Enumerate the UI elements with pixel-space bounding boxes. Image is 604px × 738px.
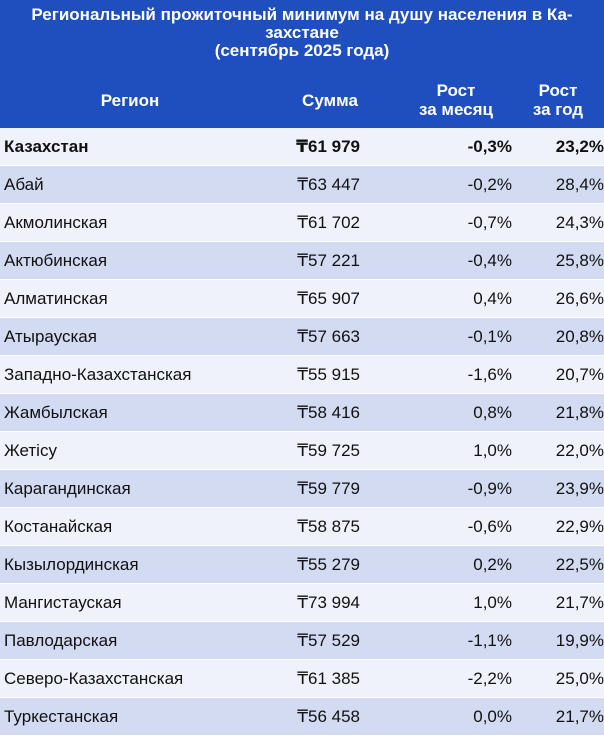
- year-growth-cell: 24,3%: [555, 212, 604, 232]
- region-cell: Жамбылская: [4, 402, 108, 422]
- region-cell: Павлодарская: [4, 630, 118, 650]
- month-growth-cell: -0,6%: [467, 516, 512, 536]
- column-header-year-growth: Рост за год: [532, 81, 584, 119]
- month-growth-cell: -0,2%: [467, 174, 512, 194]
- table-row: Мангистауская ₸73 994 1,0% 21,7%: [0, 584, 604, 622]
- table-row: Костанайская ₸58 875 -0,6% 22,9%: [0, 508, 604, 546]
- table-row: Жетісу ₸59 725 1,0% 22,0%: [0, 432, 604, 470]
- region-cell: Жетісу: [4, 440, 57, 460]
- year-growth-cell: 21,7%: [555, 706, 604, 726]
- month-growth-cell: 1,0%: [473, 592, 512, 612]
- year-growth-cell: 26,6%: [555, 288, 604, 308]
- year-growth-cell: 21,8%: [555, 402, 604, 422]
- region-cell: Атырауская: [4, 326, 97, 346]
- table-row: Кызылординская ₸55 279 0,2% 22,5%: [0, 546, 604, 584]
- column-header-sum: Сумма: [302, 90, 358, 110]
- table-header: Региональный прожиточный минимум на душу…: [0, 0, 604, 128]
- month-growth-cell: -0,9%: [467, 478, 512, 498]
- month-growth-cell: -1,6%: [467, 364, 512, 384]
- sum-cell: ₸65 907: [297, 288, 360, 308]
- year-growth-cell: 23,9%: [555, 478, 604, 498]
- month-growth-cell: -2,2%: [467, 668, 512, 688]
- sum-cell: ₸58 416: [297, 402, 360, 422]
- table-row: Карагандинская ₸59 779 -0,9% 23,9%: [0, 470, 604, 508]
- year-growth-cell: 19,9%: [555, 630, 604, 650]
- table-row: Жамбылская ₸58 416 0,8% 21,8%: [0, 394, 604, 432]
- table-row: Туркестанская ₸56 458 0,0% 21,7%: [0, 698, 604, 736]
- year-growth-cell: 21,7%: [555, 592, 604, 612]
- sum-cell: ₸73 994: [297, 592, 360, 612]
- month-growth-cell: -0,3%: [467, 136, 512, 156]
- sum-cell: ₸61 979: [296, 136, 360, 156]
- region-cell: Западно-Казахстанская: [4, 364, 192, 384]
- year-growth-cell: 22,5%: [555, 554, 604, 574]
- column-header-region: Регион: [100, 90, 160, 110]
- region-cell: Северо-Казахстанская: [4, 668, 184, 688]
- month-growth-cell: -1,1%: [467, 630, 512, 650]
- year-growth-cell: 22,0%: [555, 440, 604, 460]
- column-headers: Регион Сумма Рост за месяц Рост за год: [0, 78, 604, 122]
- year-growth-cell: 23,2%: [555, 136, 604, 156]
- region-cell: Абай: [4, 174, 44, 194]
- region-cell: Акмолинская: [4, 212, 108, 232]
- sum-cell: ₸55 279: [297, 554, 360, 574]
- table-row: Акмолинская ₸61 702 -0,7% 24,3%: [0, 204, 604, 242]
- sum-cell: ₸57 529: [297, 630, 360, 650]
- month-growth-cell: 0,4%: [473, 288, 512, 308]
- month-growth-cell: 1,0%: [473, 440, 512, 460]
- sum-cell: ₸61 702: [297, 212, 360, 232]
- year-growth-cell: 20,8%: [555, 326, 604, 346]
- year-growth-cell: 28,4%: [555, 174, 604, 194]
- sum-cell: ₸56 458: [297, 706, 360, 726]
- region-cell: Кызылординская: [4, 554, 139, 574]
- sum-cell: ₸61 385: [297, 668, 360, 688]
- table-row: Северо-Казахстанская ₸61 385 -2,2% 25,0%: [0, 660, 604, 698]
- region-cell: Костанайская: [4, 516, 113, 536]
- column-header-month-growth: Рост за месяц: [418, 81, 494, 119]
- region-cell: Мангистауская: [4, 592, 122, 612]
- sum-cell: ₸59 779: [297, 478, 360, 498]
- table-body: Казахстан ₸61 979 -0,3% 23,2% Абай ₸63 447 -0,…: [0, 128, 604, 736]
- month-growth-cell: -0,7%: [467, 212, 512, 232]
- region-cell: Карагандинская: [4, 478, 131, 498]
- month-growth-cell: 0,8%: [473, 402, 512, 422]
- month-growth-cell: -0,4%: [467, 250, 512, 270]
- region-cell: Актюбинская: [4, 250, 108, 270]
- sum-cell: ₸57 221: [297, 250, 360, 270]
- sum-cell: ₸63 447: [297, 174, 360, 194]
- region-cell: Казахстан: [4, 136, 89, 156]
- table-row: Павлодарская ₸57 529 -1,1% 19,9%: [0, 622, 604, 660]
- sum-cell: ₸55 915: [297, 364, 360, 384]
- sum-cell: ₸59 725: [297, 440, 360, 460]
- table-row: Атырауская ₸57 663 -0,1% 20,8%: [0, 318, 604, 356]
- month-growth-cell: -0,1%: [467, 326, 512, 346]
- table-row: Актюбинская ₸57 221 -0,4% 25,8%: [0, 242, 604, 280]
- year-growth-cell: 25,8%: [555, 250, 604, 270]
- sum-cell: ₸58 875: [297, 516, 360, 536]
- table-title: Региональный прожиточный минимум на душу…: [31, 5, 573, 60]
- table-row: Абай ₸63 447 -0,2% 28,4%: [0, 166, 604, 204]
- region-cell: Алматинская: [4, 288, 108, 308]
- table-row: Казахстан ₸61 979 -0,3% 23,2%: [0, 128, 604, 166]
- table-row: Западно-Казахстанская ₸55 915 -1,6% 20,7%: [0, 356, 604, 394]
- year-growth-cell: 25,0%: [555, 668, 604, 688]
- region-cell: Туркестанская: [4, 706, 119, 726]
- year-growth-cell: 20,7%: [555, 364, 604, 384]
- year-growth-cell: 22,9%: [555, 516, 604, 536]
- month-growth-cell: 0,2%: [473, 554, 512, 574]
- sum-cell: ₸57 663: [297, 326, 360, 346]
- table-row: Алматинская ₸65 907 0,4% 26,6%: [0, 280, 604, 318]
- month-growth-cell: 0,0%: [473, 706, 512, 726]
